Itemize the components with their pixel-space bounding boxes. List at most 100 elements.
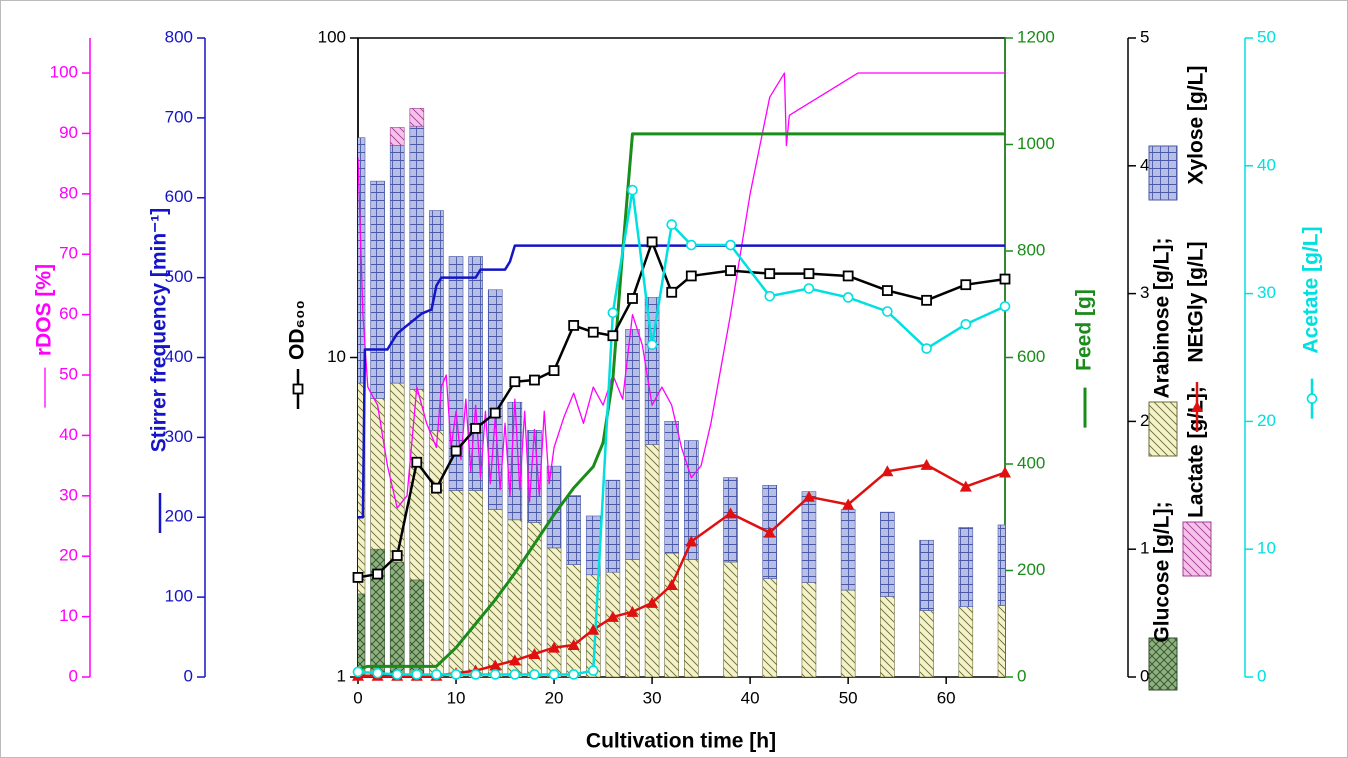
y-tick-label: 500 [165, 267, 193, 286]
marker [391, 669, 403, 680]
marker [292, 383, 304, 395]
marker [1306, 393, 1318, 404]
bar-segment [644, 444, 660, 677]
series-line [358, 240, 1005, 579]
series-line [358, 72, 1005, 509]
y-tick-label: 50 [59, 364, 78, 383]
marker [587, 623, 600, 635]
bar-segment [958, 527, 974, 608]
y-tick-label: 200 [1017, 560, 1045, 579]
marker [431, 669, 442, 680]
y-tick-label: 20 [59, 546, 78, 565]
marker [764, 290, 776, 302]
marker [372, 667, 383, 679]
marker [802, 490, 815, 502]
y-tick-label: 100 [318, 27, 346, 46]
marker [803, 283, 815, 294]
marker [431, 482, 442, 494]
marker [352, 571, 364, 583]
y-tick-label: 700 [165, 107, 193, 126]
marker [587, 665, 599, 676]
y-tick-label: 400 [165, 347, 193, 366]
y-tick-label: 4 [1140, 155, 1149, 174]
marker [509, 376, 521, 388]
y-tick-label: 70 [59, 244, 78, 263]
marker [568, 320, 580, 331]
marker [842, 270, 854, 282]
marker [606, 610, 619, 622]
marker [666, 286, 678, 298]
x-tick-label: 30 [643, 688, 662, 707]
x-tick-label: 0 [353, 688, 362, 707]
bar-segment [358, 593, 366, 677]
bar-segment [684, 559, 699, 677]
bar-segment [468, 256, 483, 491]
y-tick-label: 40 [59, 425, 78, 444]
legend-label: Xylose [g/L] [1185, 65, 1208, 184]
marker [803, 268, 815, 280]
marker [470, 422, 482, 434]
y-tick-label: 10 [327, 347, 346, 366]
marker [391, 550, 403, 561]
marker [882, 306, 893, 317]
legend-swatch [1148, 637, 1178, 691]
marker [725, 239, 736, 251]
marker [999, 273, 1011, 285]
marker [411, 669, 423, 680]
marker [352, 666, 364, 678]
legend-label: NEtGly [g/L] [1185, 241, 1208, 362]
marker [725, 265, 736, 277]
marker [470, 669, 481, 680]
marker [627, 184, 638, 196]
marker [764, 268, 776, 280]
marker [646, 236, 658, 248]
y-tick-label: 30 [1257, 283, 1276, 302]
legend-label: Glucose [g/L]; [1151, 501, 1174, 642]
bar-segment [566, 564, 581, 677]
marker [1191, 401, 1203, 412]
series-line [358, 244, 1005, 519]
bar-segment [997, 605, 1005, 677]
bar-segment [801, 582, 817, 677]
y-tick-label: 0 [69, 666, 78, 685]
bar-segment [840, 509, 856, 591]
bar-segment [762, 578, 778, 677]
y-tick-label: 10 [1257, 539, 1276, 558]
bar-segment [389, 127, 405, 146]
marker [646, 596, 659, 608]
y-tick-label: 100 [165, 587, 193, 606]
y-tick-label: 5 [1140, 27, 1149, 46]
bar-segment [389, 561, 405, 677]
y-tick-label: 3 [1140, 283, 1149, 302]
y-tick-label: 1000 [1017, 134, 1055, 153]
bar-segment [370, 398, 385, 550]
bar-segment [664, 421, 679, 554]
bar-segment [409, 125, 425, 390]
x-tick-label: 60 [937, 688, 956, 707]
y-tick-label: 0 [1017, 666, 1026, 685]
plot-area [358, 72, 1005, 677]
marker [686, 239, 697, 251]
marker [960, 318, 972, 330]
bar-segment [605, 479, 621, 573]
marker [842, 292, 854, 303]
bar-segment [919, 610, 934, 677]
marker [881, 285, 893, 296]
legend-swatch [1182, 521, 1212, 577]
y-tick-label: 400 [1017, 453, 1045, 472]
marker [411, 456, 423, 468]
marker [724, 507, 737, 519]
bar-segment [919, 539, 934, 611]
marker [842, 498, 855, 510]
y-tick-label: 1 [337, 666, 346, 685]
y-tick-label: 30 [59, 485, 78, 504]
y-tick-label: 0 [1257, 666, 1266, 685]
marker [372, 568, 384, 580]
bar-segment [507, 401, 523, 521]
axis-label: Stirrer frequency [min⁻¹] [148, 208, 171, 452]
marker [548, 641, 561, 653]
axis-label: Feed [g] [1073, 289, 1096, 371]
legend-label: Arabinose [g/L]; [1151, 238, 1174, 399]
bar-segment [507, 519, 523, 677]
